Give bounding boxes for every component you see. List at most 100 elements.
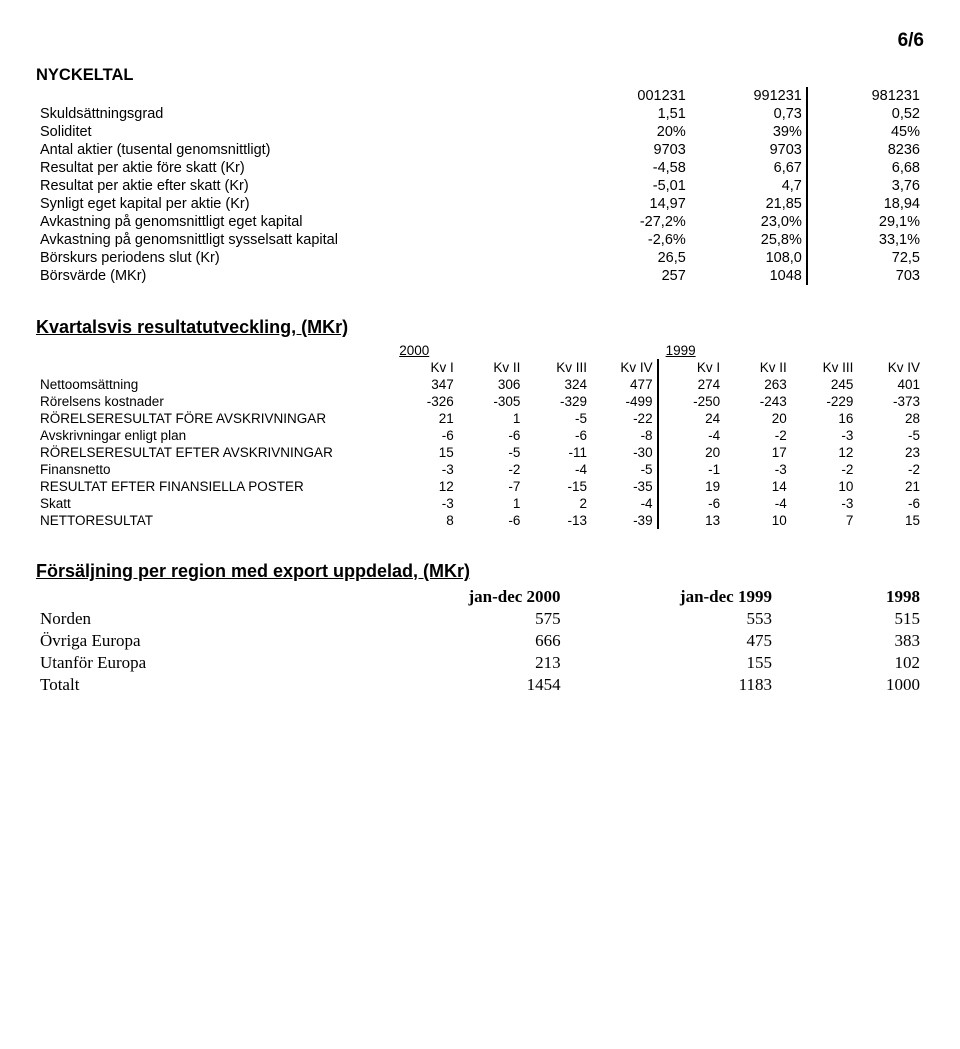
cell: 39% [690,123,807,141]
cell: 274 [658,376,725,393]
cell: 1 [458,410,525,427]
col-header: Kv II [458,359,525,376]
cell: 575 [353,608,564,630]
table-row: Soliditet20%39%45% [36,123,924,141]
row-label: Skatt [36,495,391,512]
table-row: Skuldsättningsgrad1,510,730,52 [36,105,924,123]
row-label: Avkastning på genomsnittligt eget kapita… [36,213,573,231]
cell: 0,52 [807,105,924,123]
cell: 9703 [690,141,807,159]
cell: -5 [591,461,658,478]
table-row: Rörelsens kostnader-326-305-329-499-250-… [36,393,924,410]
cell: -7 [458,478,525,495]
cell: 8236 [807,141,924,159]
cell: -3 [391,495,458,512]
cell: 1048 [690,267,807,285]
cell: 9703 [573,141,690,159]
cell: 306 [458,376,525,393]
cell: 155 [565,652,776,674]
cell: 33,1% [807,231,924,249]
cell: 1000 [776,674,924,696]
cell: 102 [776,652,924,674]
cell: 15 [857,512,924,529]
cell: 1454 [353,674,564,696]
cell: -4 [591,495,658,512]
cell: 347 [391,376,458,393]
cell: 6,67 [690,159,807,177]
cell: 213 [353,652,564,674]
table-header-row: Kv I Kv II Kv III Kv IV Kv I Kv II Kv II… [36,359,924,376]
table-row: Börskurs periodens slut (Kr)26,5108,072,… [36,249,924,267]
cell: 19 [658,478,725,495]
cell: 1,51 [573,105,690,123]
table-region: jan-dec 2000 jan-dec 1999 1998 Norden575… [36,586,924,696]
table-nyckeltal: 001231 991231 981231 Skuldsättningsgrad1… [36,87,924,285]
cell: 1 [458,495,525,512]
cell: -250 [658,393,725,410]
table-row: Resultat per aktie före skatt (Kr)-4,586… [36,159,924,177]
row-label: Rörelsens kostnader [36,393,391,410]
table-row: Börsvärde (MKr)2571048703 [36,267,924,285]
table-row: Utanför Europa213155102 [36,652,924,674]
cell: 12 [791,444,858,461]
col-header: Kv I [391,359,458,376]
cell: 13 [658,512,725,529]
cell: -229 [791,393,858,410]
row-label: Skuldsättningsgrad [36,105,573,123]
cell: -329 [524,393,591,410]
cell: 1183 [565,674,776,696]
cell: 108,0 [690,249,807,267]
year-header: 2000 [391,342,657,359]
cell: 2 [524,495,591,512]
col-header: Kv IV [591,359,658,376]
cell: 26,5 [573,249,690,267]
cell: 18,94 [807,195,924,213]
cell: -30 [591,444,658,461]
row-label: Antal aktier (tusental genomsnittligt) [36,141,573,159]
cell: 10 [791,478,858,495]
row-label: Avskrivningar enligt plan [36,427,391,444]
row-label: Synligt eget kapital per aktie (Kr) [36,195,573,213]
table-row: Avkastning på genomsnittligt sysselsatt … [36,231,924,249]
row-label: NETTORESULTAT [36,512,391,529]
cell: 0,73 [690,105,807,123]
year-header: 1999 [658,342,924,359]
cell: 475 [565,630,776,652]
table-row: Resultat per aktie efter skatt (Kr)-5,01… [36,177,924,195]
row-label: Börskurs periodens slut (Kr) [36,249,573,267]
table-row: Totalt145411831000 [36,674,924,696]
table-row: RÖRELSERESULTAT FÖRE AVSKRIVNINGAR211-5-… [36,410,924,427]
cell: 20% [573,123,690,141]
cell: 10 [724,512,791,529]
cell: 324 [524,376,591,393]
cell: 515 [776,608,924,630]
row-label: Norden [36,608,353,630]
row-label: Övriga Europa [36,630,353,652]
cell: -13 [524,512,591,529]
cell: -326 [391,393,458,410]
table-year-row: 2000 1999 [36,342,924,359]
cell: -3 [791,495,858,512]
cell: -3 [391,461,458,478]
cell: 477 [591,376,658,393]
table-row: RÖRELSERESULTAT EFTER AVSKRIVNINGAR15-5-… [36,444,924,461]
cell: -4 [524,461,591,478]
cell: 703 [807,267,924,285]
cell: -243 [724,393,791,410]
col-header: 1998 [776,586,924,608]
row-label: Resultat per aktie före skatt (Kr) [36,159,573,177]
cell: -2 [791,461,858,478]
cell: 666 [353,630,564,652]
row-label: Resultat per aktie efter skatt (Kr) [36,177,573,195]
cell: -5,01 [573,177,690,195]
col-header: jan-dec 1999 [565,586,776,608]
cell: 29,1% [807,213,924,231]
cell: 383 [776,630,924,652]
table-row: Övriga Europa666475383 [36,630,924,652]
cell: 12 [391,478,458,495]
cell: 21 [391,410,458,427]
cell: 23 [857,444,924,461]
cell: -5 [458,444,525,461]
table-header-row: jan-dec 2000 jan-dec 1999 1998 [36,586,924,608]
cell: -15 [524,478,591,495]
